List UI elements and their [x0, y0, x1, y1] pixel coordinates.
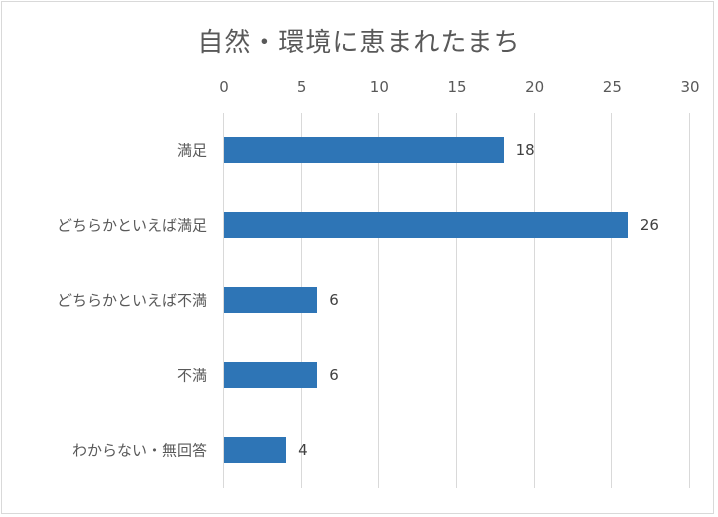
data-label: 4 [298, 441, 308, 459]
gridline [223, 113, 224, 488]
bar [224, 287, 318, 313]
data-label: 26 [639, 216, 659, 234]
category-label: 不満 [176, 366, 207, 385]
bar [224, 437, 287, 463]
category-label: わからない・無回答 [71, 441, 207, 460]
bar [224, 362, 318, 388]
gridline [611, 113, 612, 488]
category-label: どちらかといえば不満 [56, 291, 207, 310]
x-tick-label: 0 [219, 78, 229, 96]
x-tick-label: 5 [296, 78, 307, 96]
gridline [689, 113, 690, 488]
gridline [378, 113, 379, 488]
chart-title: 自然・環境に恵まれたまち [197, 28, 521, 58]
bar [224, 212, 628, 238]
x-tick-label: 10 [369, 78, 389, 96]
gridline [534, 113, 535, 488]
x-tick-label: 15 [447, 78, 467, 96]
x-tick-label: 30 [680, 78, 700, 96]
data-label: 6 [329, 291, 339, 309]
category-label: 満足 [176, 141, 207, 160]
bar [224, 137, 504, 163]
data-label: 18 [515, 141, 535, 159]
gridline [456, 113, 457, 488]
x-tick-label: 20 [525, 78, 545, 96]
category-label: どちらかといえば満足 [56, 216, 207, 235]
x-tick-label: 25 [602, 78, 622, 96]
data-label: 6 [329, 366, 339, 384]
